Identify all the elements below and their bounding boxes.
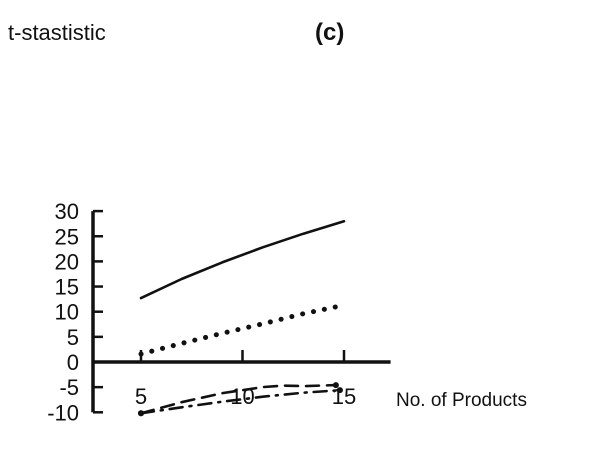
chart-title: (c) [315, 19, 344, 46]
x-tick-label: 15 [332, 384, 356, 409]
axes [91, 209, 391, 414]
x-axis-label: No. of Products [396, 390, 527, 411]
y-tick-label: 10 [55, 300, 79, 325]
series-3-end-point [332, 382, 339, 389]
series-line-4-dashdot [139, 388, 342, 415]
y-tick-label: 15 [55, 275, 79, 300]
y-tick-label: -5 [59, 375, 79, 400]
series-4-end-point [336, 387, 343, 394]
y-tick-label: -10 [47, 400, 79, 425]
x-tick-label: 5 [135, 384, 147, 409]
y-tick-label: 5 [67, 325, 79, 350]
series-lines [138, 219, 347, 417]
series-4-start-point [138, 410, 144, 417]
series-line-1-solid [139, 219, 346, 300]
x-tick-labels: 5 10 15 [135, 384, 356, 409]
y-tick-label: 30 [55, 199, 79, 224]
y-tick-label: 20 [55, 249, 79, 274]
y-tick-label: 0 [67, 350, 79, 375]
series-line-3-dashed [139, 383, 338, 415]
y-tick-label: 25 [55, 224, 79, 249]
series-line-2-dotted [138, 302, 347, 357]
y-axis-label: t-stastistic [8, 20, 106, 45]
